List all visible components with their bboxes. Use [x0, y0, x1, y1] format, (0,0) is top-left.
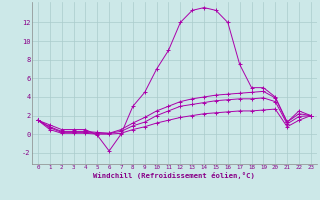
X-axis label: Windchill (Refroidissement éolien,°C): Windchill (Refroidissement éolien,°C): [93, 172, 255, 179]
